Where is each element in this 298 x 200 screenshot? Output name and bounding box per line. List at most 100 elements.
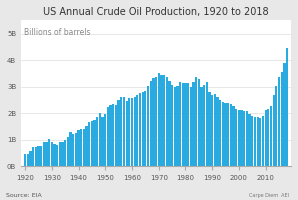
Bar [265,110,267,166]
Bar [123,97,125,166]
Bar [83,129,85,166]
Bar [88,122,90,166]
Bar [131,98,133,166]
Bar [238,110,240,166]
Bar [273,95,275,166]
Bar [270,106,272,166]
Bar [101,117,104,166]
Bar [158,73,160,166]
Bar [286,48,288,166]
Bar [190,87,192,166]
Bar [203,85,205,166]
Bar [243,111,246,166]
Bar [112,104,114,166]
Bar [45,142,48,166]
Bar [69,132,72,166]
Bar [109,105,112,166]
Bar [232,106,235,166]
Bar [96,117,98,166]
Bar [259,118,261,166]
Bar [254,117,256,166]
Bar [91,121,93,166]
Bar [125,101,128,166]
Bar [227,103,229,166]
Bar [24,154,26,166]
Bar [168,81,170,166]
Bar [262,116,264,166]
Bar [171,85,173,166]
Text: Carpe Diem  AEI: Carpe Diem AEI [249,193,289,198]
Bar [64,140,66,166]
Bar [107,107,109,166]
Bar [280,72,283,166]
Bar [195,77,197,166]
Bar [192,82,195,166]
Bar [139,93,141,166]
Bar [182,83,184,166]
Bar [37,146,40,166]
Bar [176,86,179,166]
Bar [115,105,117,166]
Bar [160,75,162,166]
Bar [56,145,58,166]
Bar [134,97,136,166]
Bar [240,110,243,166]
Bar [67,137,69,166]
Bar [216,97,219,166]
Bar [128,98,131,166]
Text: Billions of barrels: Billions of barrels [24,28,90,37]
Bar [208,92,211,166]
Bar [72,134,74,166]
Bar [136,95,139,166]
Bar [59,142,61,166]
Bar [184,83,187,166]
Bar [283,63,285,166]
Bar [187,83,189,166]
Bar [144,91,147,166]
Bar [142,92,144,166]
Bar [251,116,253,166]
Bar [206,82,208,166]
Bar [77,130,80,166]
Bar [48,139,50,166]
Bar [219,100,221,166]
Bar [222,102,224,166]
Bar [166,77,168,166]
Bar [230,104,232,166]
Bar [32,147,34,166]
Bar [61,142,64,166]
Bar [53,144,56,166]
Bar [80,129,82,166]
Bar [27,154,29,166]
Bar [29,151,32,166]
Bar [246,111,248,166]
Bar [257,117,259,166]
Bar [152,78,155,166]
Bar [75,133,77,166]
Bar [51,142,53,166]
Bar [278,77,280,166]
Bar [235,109,238,166]
Bar [211,95,213,166]
Bar [214,94,216,166]
Bar [224,103,227,166]
Bar [275,86,277,166]
Title: US Annual Crude Oil Production, 1920 to 2018: US Annual Crude Oil Production, 1920 to … [43,7,269,17]
Bar [40,146,42,166]
Text: Source: EIA: Source: EIA [6,193,42,198]
Bar [200,87,203,166]
Bar [104,114,106,166]
Bar [117,100,120,166]
Bar [267,109,269,166]
Bar [86,126,88,166]
Bar [43,142,45,166]
Bar [163,75,165,166]
Bar [99,113,101,166]
Bar [174,87,176,166]
Bar [94,120,96,166]
Bar [150,81,152,166]
Bar [147,86,149,166]
Bar [120,97,122,166]
Bar [198,79,200,166]
Bar [35,147,37,166]
